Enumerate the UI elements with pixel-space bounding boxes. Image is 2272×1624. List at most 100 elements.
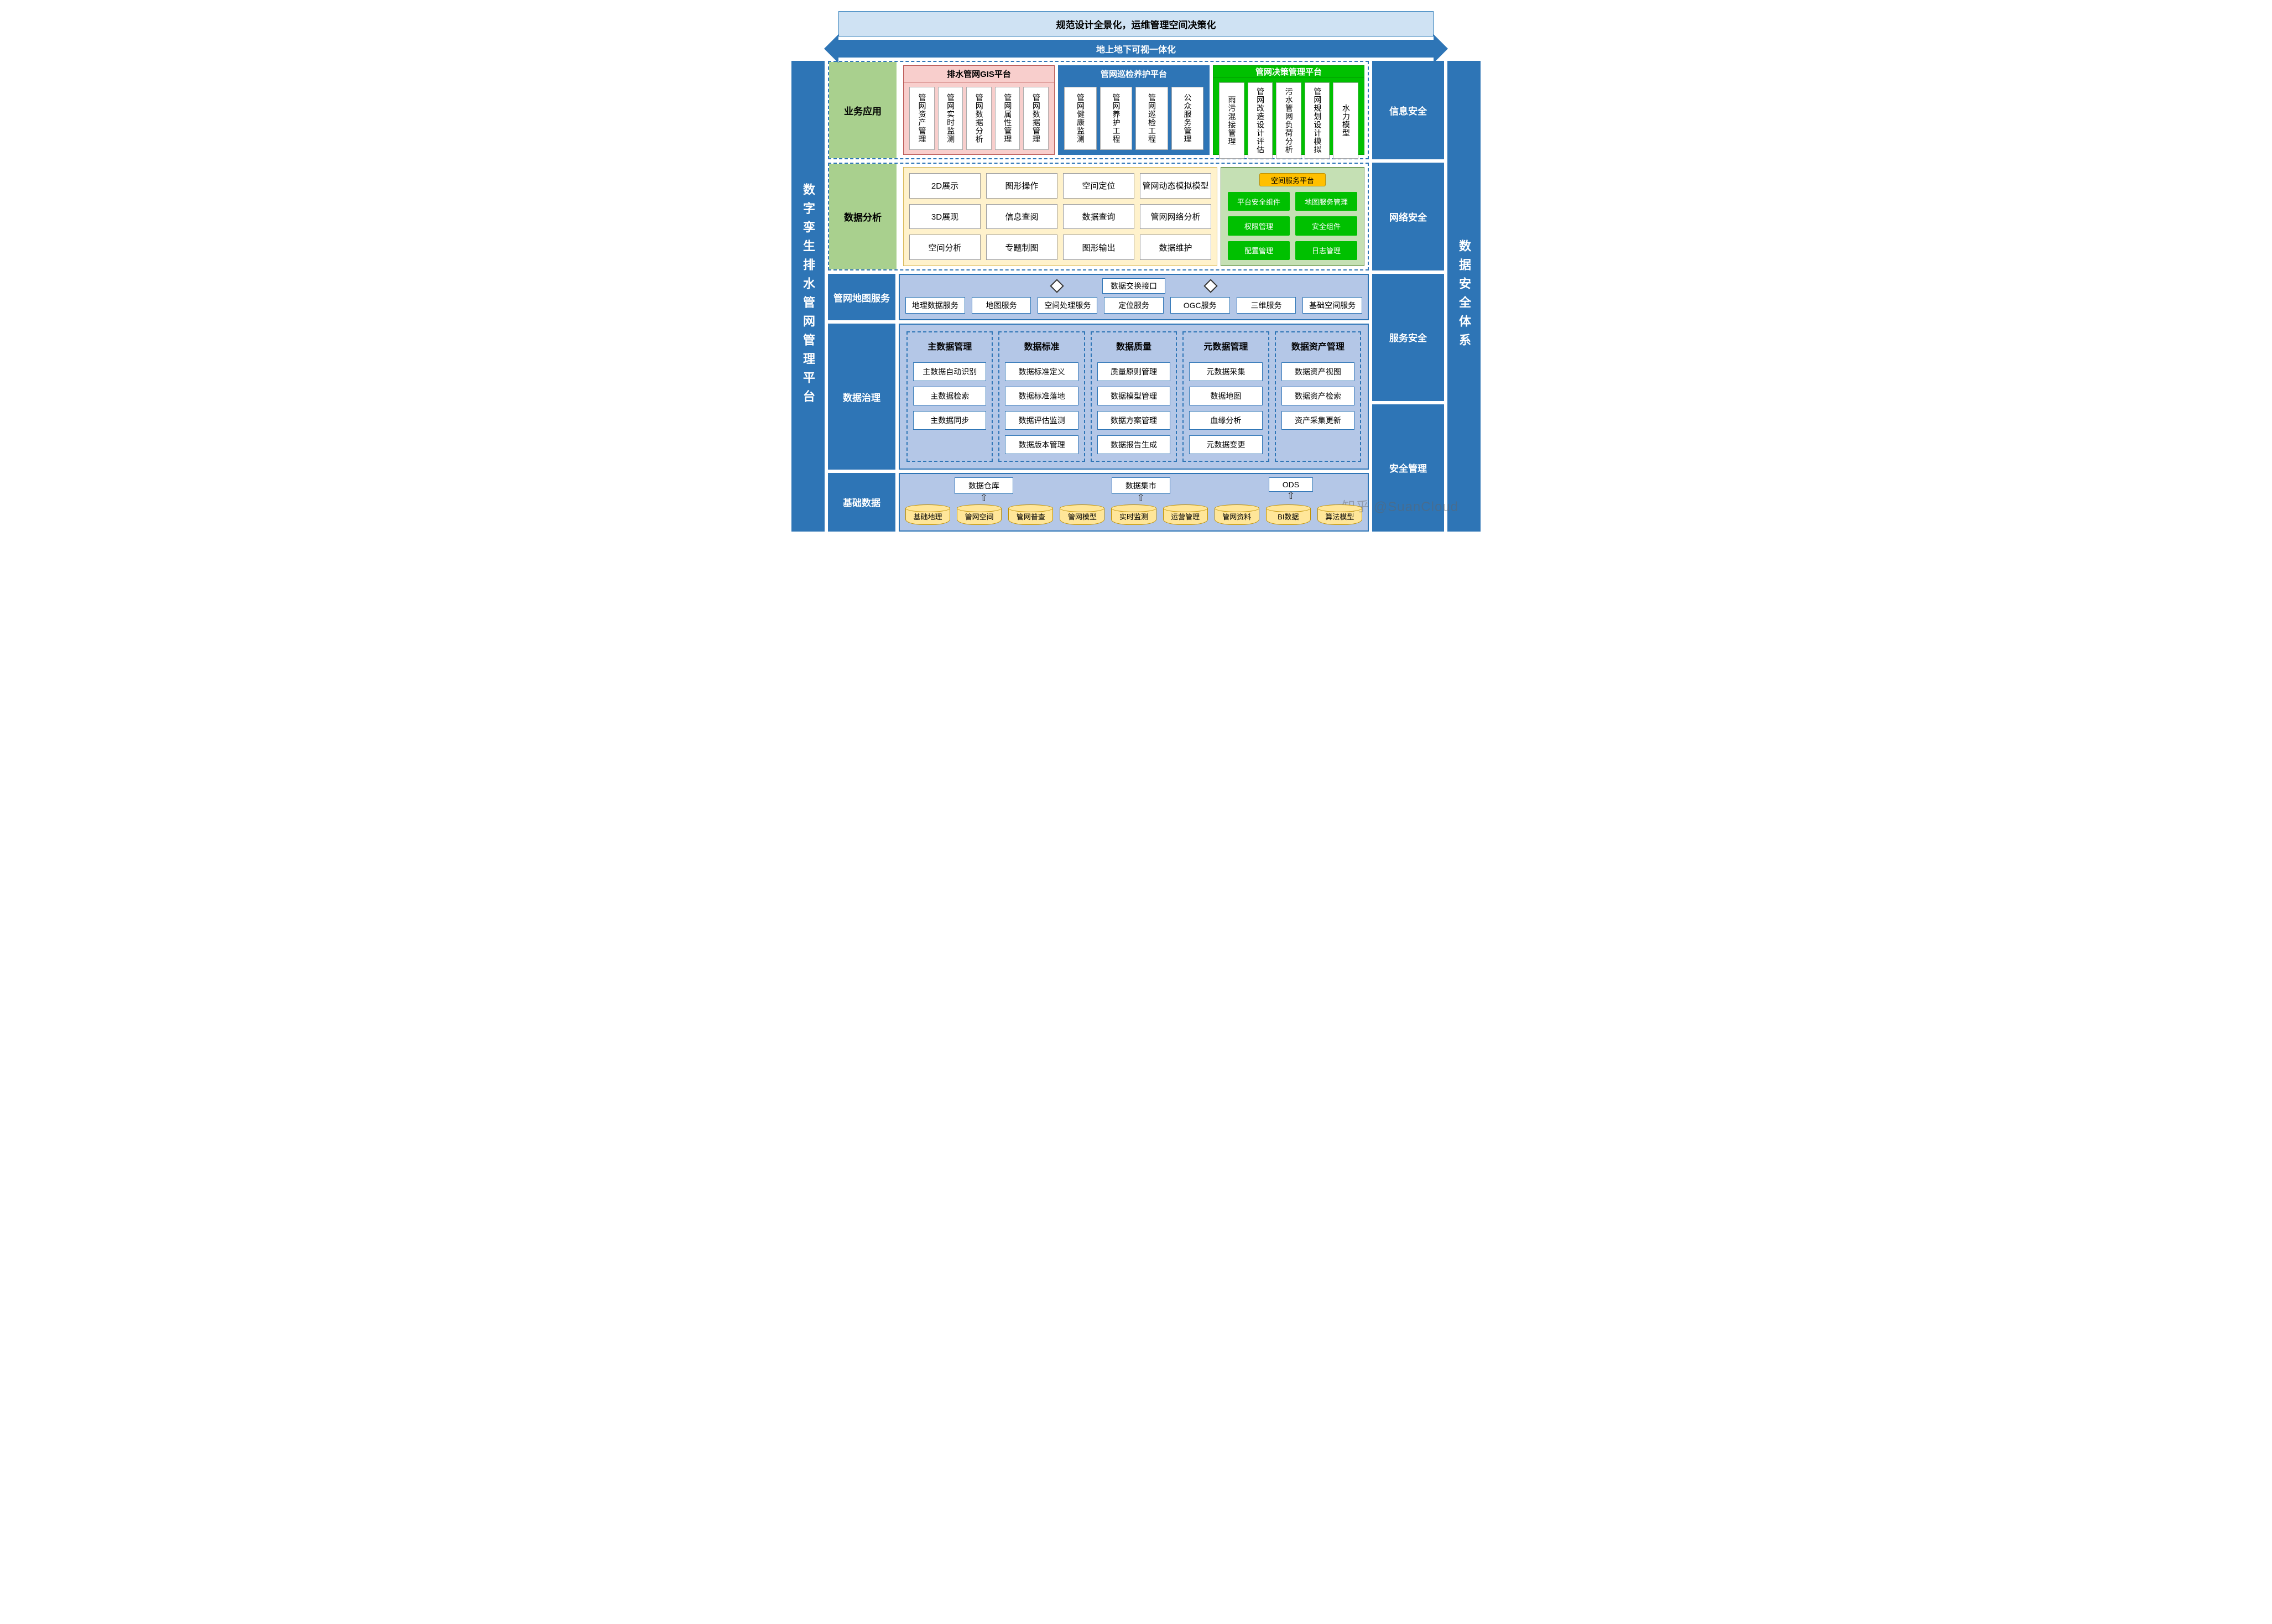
governance-heading: 主数据管理 <box>913 339 986 352</box>
platform-card: 管网资产管理 <box>909 87 935 150</box>
right-pillar: 数据安全体系 <box>1447 61 1481 532</box>
governance-item: 元数据变更 <box>1189 435 1262 454</box>
governance-item: 数据模型管理 <box>1097 387 1170 405</box>
spatial-service-item: 配置管理 <box>1228 241 1290 260</box>
right-security-stack: 信息安全网络安全服务安全安全管理 <box>1372 61 1444 532</box>
analysis-cell: 空间定位 <box>1063 173 1134 199</box>
repo-box: 数据集市 <box>1112 477 1170 494</box>
repo-group: ODS⇧ <box>1269 477 1313 501</box>
row-label-biz: 业务应用 <box>829 62 897 158</box>
top-banners: 规范设计全景化，运维管理空间决策化 地上地下可视一体化 <box>838 11 1434 58</box>
repo-group: 数据集市⇧ <box>1112 477 1170 501</box>
governance-item: 主数据自动识别 <box>913 362 986 381</box>
platform-card: 管网实时监测 <box>938 87 963 150</box>
governance-column: 主数据管理主数据自动识别主数据检索主数据同步 <box>906 331 993 462</box>
platform-title: 排水管网GIS平台 <box>904 66 1054 82</box>
banner-arrow: 地上地下可视一体化 <box>838 40 1434 58</box>
analysis-cell: 信息查阅 <box>986 204 1057 230</box>
governance-column: 数据质量质量原则管理数据模型管理数据方案管理数据报告生成 <box>1091 331 1177 462</box>
row-map-services: 管网地图服务 数据交换接口 地理数据服务地图服务空间处理服务定位服务OGC服务三… <box>828 274 1369 320</box>
platform-title: 管网巡检养护平台 <box>1059 66 1209 82</box>
governance-item: 数据资产检索 <box>1281 387 1354 405</box>
spatial-service-item: 平台安全组件 <box>1228 192 1290 211</box>
platform-card: 公众服务管理 <box>1171 87 1204 150</box>
platform-card: 管网数据分析 <box>966 87 992 150</box>
governance-item: 数据评估监测 <box>1005 411 1078 430</box>
platform-card: 管网属性管理 <box>995 87 1020 150</box>
banner-arrow-text: 地上地下可视一体化 <box>1096 42 1176 55</box>
analysis-cell: 图形操作 <box>986 173 1057 199</box>
governance-item: 资产采集更新 <box>1281 411 1354 430</box>
row-label-map: 管网地图服务 <box>828 274 895 320</box>
map-service-item: 基础空间服务 <box>1302 297 1362 314</box>
analysis-cell: 数据维护 <box>1140 235 1211 260</box>
governance-column: 数据标准数据标准定义数据标准落地数据评估监测数据版本管理 <box>998 331 1085 462</box>
row-label-base: 基础数据 <box>828 473 895 532</box>
arrow-up-icon: ⇧ <box>1286 493 1295 499</box>
analysis-cell: 图形输出 <box>1063 235 1134 260</box>
governance-item: 数据地图 <box>1189 387 1262 405</box>
left-pillar: 数字孪生排水管网管理平台 <box>791 61 825 532</box>
diamond-icon <box>1203 279 1217 293</box>
security-box: 服务安全 <box>1372 274 1444 401</box>
platform-card: 污水管网负荷分析 <box>1276 82 1301 159</box>
governance-column: 数据资产管理数据资产视图数据资产检索资产采集更新 <box>1275 331 1361 462</box>
row-base-data: 基础数据 数据仓库⇧数据集市⇧ODS⇧ 基础地理管网空间管网普查管网模型实时监测… <box>828 473 1369 532</box>
arrow-up-icon: ⇧ <box>1137 495 1145 501</box>
governance-item: 数据报告生成 <box>1097 435 1170 454</box>
platform-card: 雨污混接管理 <box>1219 82 1244 159</box>
governance-item: 数据资产视图 <box>1281 362 1354 381</box>
map-service-item: 三维服务 <box>1237 297 1296 314</box>
banner-slogan: 规范设计全景化，运维管理空间决策化 <box>838 11 1434 37</box>
governance-item: 血缘分析 <box>1189 411 1262 430</box>
center-column: 业务应用 排水管网GIS平台管网资产管理管网实时监测管网数据分析管网属性管理管网… <box>828 61 1369 532</box>
arrow-up-icon: ⇧ <box>979 495 988 501</box>
spatial-service-item: 权限管理 <box>1228 216 1290 235</box>
governance-column: 元数据管理元数据采集数据地图血缘分析元数据变更 <box>1182 331 1269 462</box>
platform-box: 排水管网GIS平台管网资产管理管网实时监测管网数据分析管网属性管理管网数据管理 <box>903 65 1055 155</box>
exchange-interface-row: 数据交换接口 <box>905 278 1362 294</box>
data-cylinder: 运营管理 <box>1163 504 1208 525</box>
spatial-service-item: 日志管理 <box>1295 241 1357 260</box>
spatial-service-title: 空间服务平台 <box>1259 173 1326 186</box>
data-cylinder: 管网模型 <box>1060 504 1104 525</box>
analysis-grid: 2D展示图形操作空间定位管网动态模拟模型3D展现信息查阅数据查询管网网络分析空间… <box>903 167 1217 266</box>
governance-heading: 数据标准 <box>1005 339 1078 352</box>
exchange-label: 数据交换接口 <box>1102 278 1165 294</box>
row-label-ana: 数据分析 <box>829 164 897 269</box>
platform-title: 管网决策管理平台 <box>1213 66 1364 78</box>
diagram-root: 规范设计全景化，运维管理空间决策化 地上地下可视一体化 数字孪生排水管网管理平台… <box>791 11 1481 532</box>
analysis-cell: 3D展现 <box>909 204 981 230</box>
analysis-cell: 2D展示 <box>909 173 981 199</box>
diamond-icon <box>1050 279 1064 293</box>
analysis-cell: 专题制图 <box>986 235 1057 260</box>
map-service-item: 空间处理服务 <box>1038 297 1097 314</box>
map-service-item: 定位服务 <box>1104 297 1164 314</box>
platform-card: 管网健康监测 <box>1064 87 1097 150</box>
governance-heading: 数据资产管理 <box>1281 339 1354 352</box>
governance-item: 数据版本管理 <box>1005 435 1078 454</box>
governance-item: 数据方案管理 <box>1097 411 1170 430</box>
row-data-analysis: 数据分析 2D展示图形操作空间定位管网动态模拟模型3D展现信息查阅数据查询管网网… <box>828 163 1369 270</box>
platform-card: 水力模型 <box>1333 82 1358 159</box>
governance-item: 主数据检索 <box>913 387 986 405</box>
analysis-cell: 数据查询 <box>1063 204 1134 230</box>
analysis-cell: 管网网络分析 <box>1140 204 1211 230</box>
platform-card: 管网规划设计模拟 <box>1305 82 1330 159</box>
data-cylinder: 管网资料 <box>1215 504 1259 525</box>
map-service-item: OGC服务 <box>1170 297 1230 314</box>
platform-box: 管网决策管理平台雨污混接管理管网改造设计评估污水管网负荷分析管网规划设计模拟水力… <box>1213 65 1364 155</box>
repo-group: 数据仓库⇧ <box>955 477 1013 501</box>
data-cylinder: 管网空间 <box>957 504 1002 525</box>
data-cylinder: 实时监测 <box>1111 504 1156 525</box>
governance-item: 质量原则管理 <box>1097 362 1170 381</box>
repo-box: 数据仓库 <box>955 477 1013 494</box>
row-data-governance: 数据治理 主数据管理主数据自动识别主数据检索主数据同步数据标准数据标准定义数据标… <box>828 324 1369 470</box>
analysis-cell: 空间分析 <box>909 235 981 260</box>
platform-card: 管网养护工程 <box>1100 87 1133 150</box>
platform-card: 管网巡检工程 <box>1135 87 1168 150</box>
governance-heading: 元数据管理 <box>1189 339 1262 352</box>
arrow-left-icon <box>824 34 838 63</box>
row-label-gov: 数据治理 <box>828 324 895 470</box>
governance-heading: 数据质量 <box>1097 339 1170 352</box>
